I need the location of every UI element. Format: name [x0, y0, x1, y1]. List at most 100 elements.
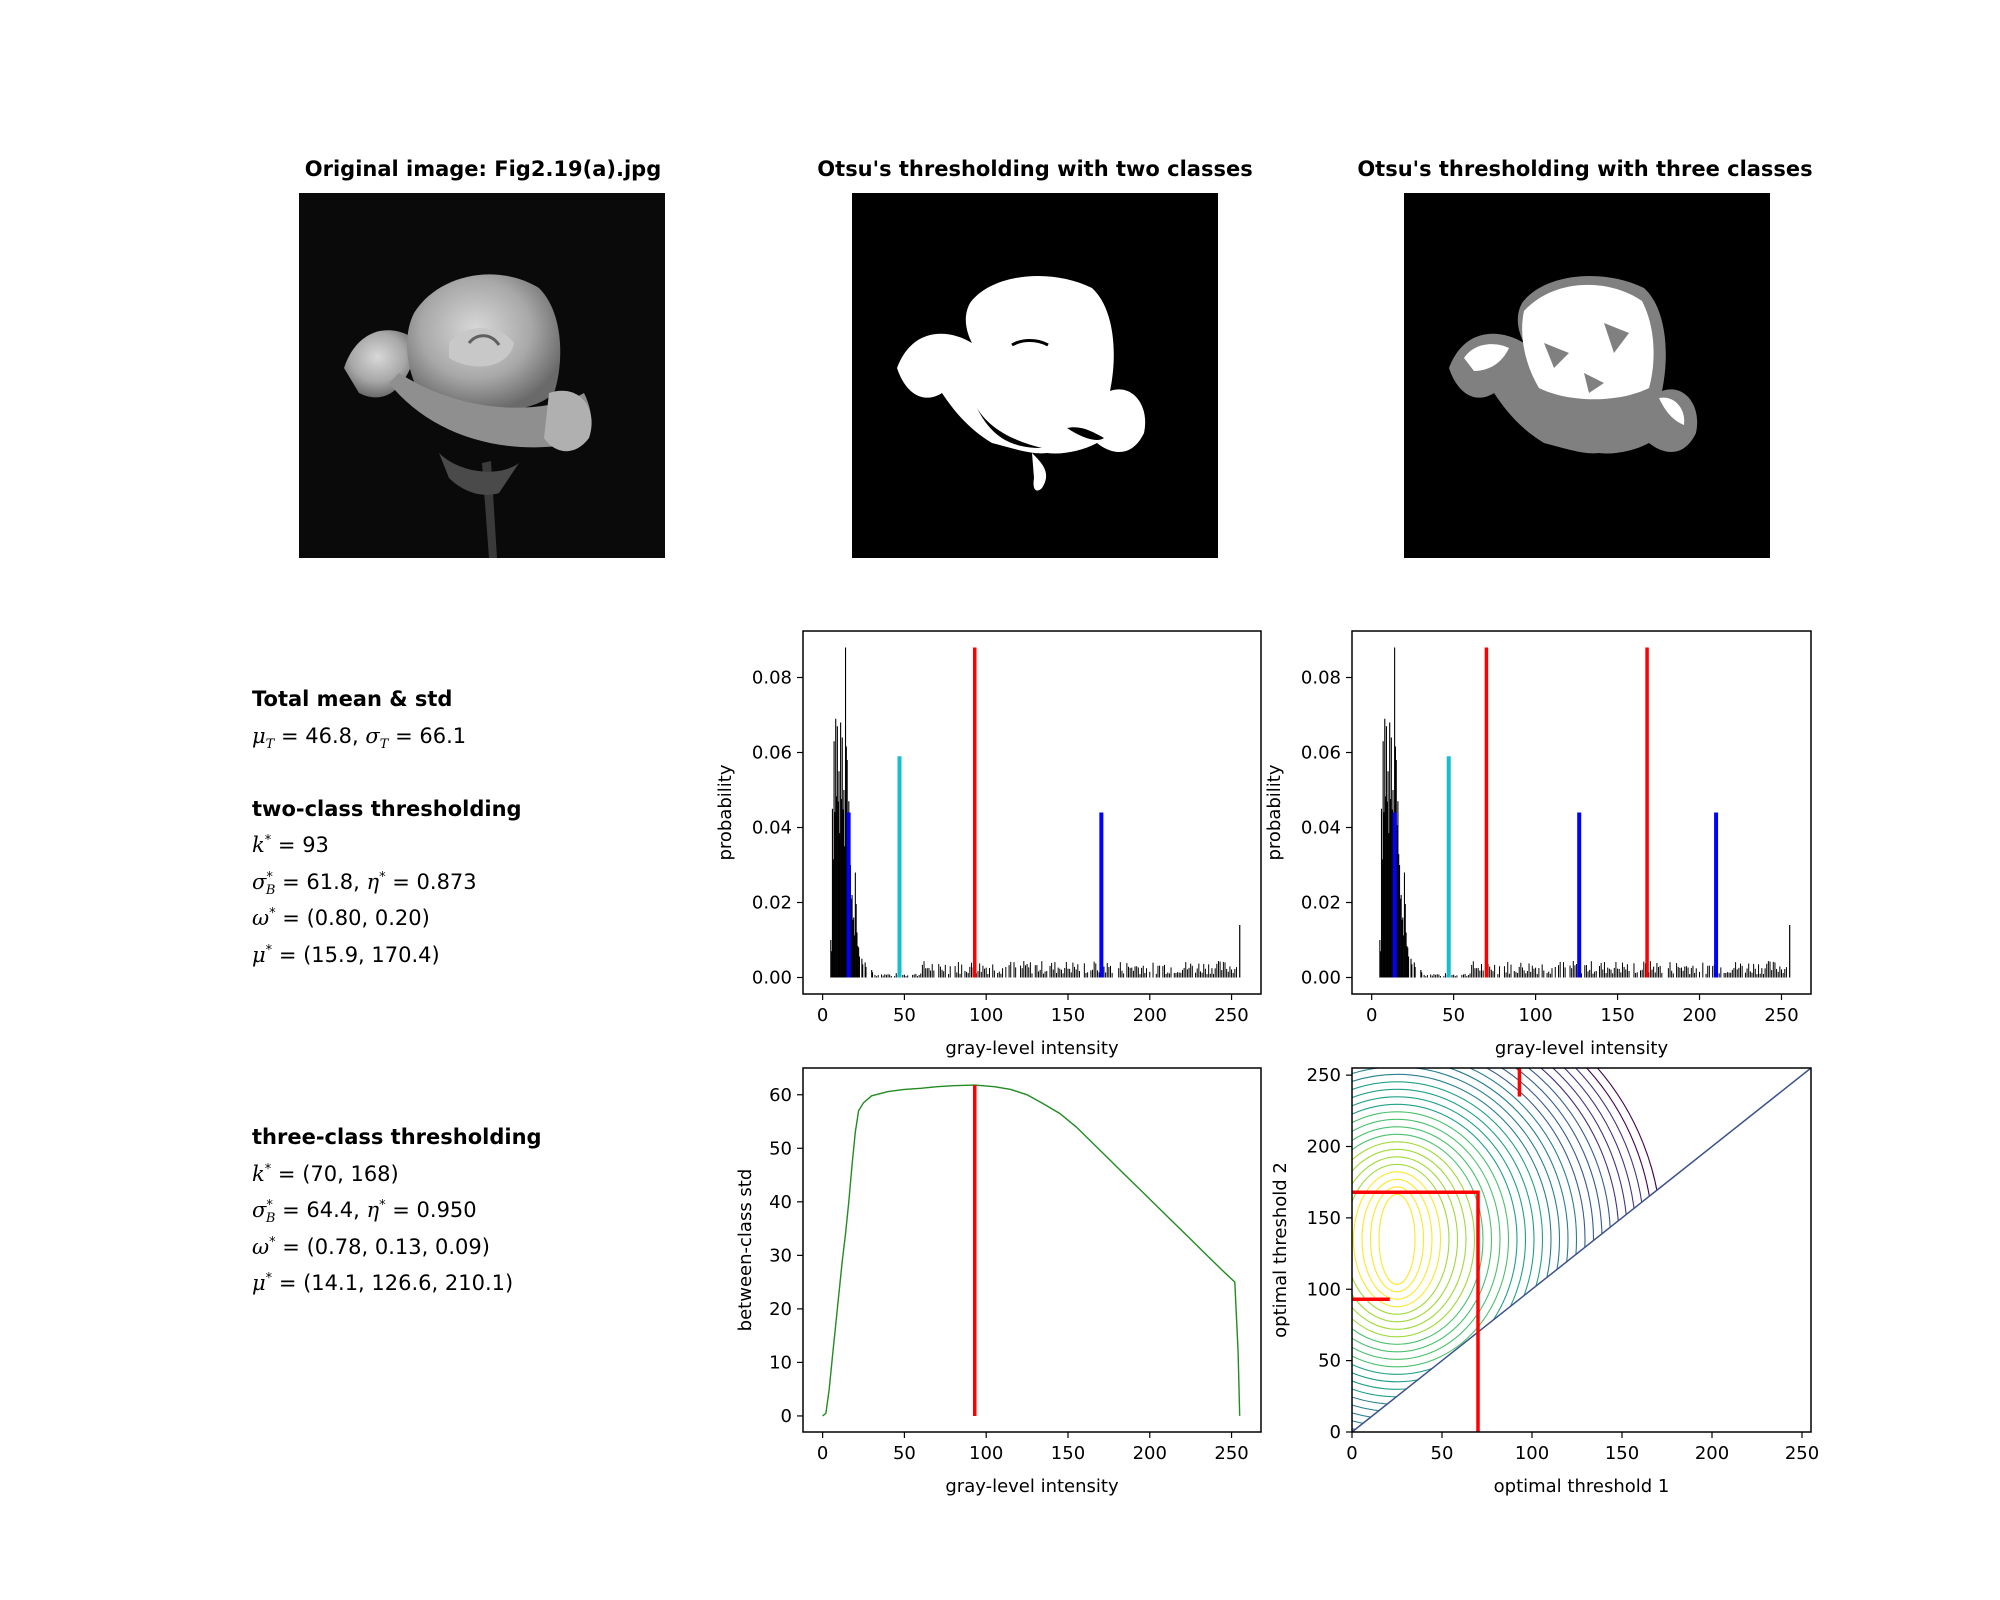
y-tick-label: 0.06 [752, 743, 792, 764]
contour-level [1378, 1193, 1416, 1285]
y-tick-label: 0.04 [752, 818, 792, 839]
total-heading: Total mean & std [252, 687, 453, 711]
contour-level [1361, 1178, 1433, 1300]
two-class-mu: μ* = (15.9, 170.4) [252, 943, 440, 967]
contour-level [1352, 1133, 1484, 1345]
x-tick-label: 0 [1346, 1443, 1357, 1464]
y-tick-label: 40 [769, 1192, 792, 1213]
contour-level [1352, 1068, 1646, 1432]
y-tick-label: 10 [769, 1352, 792, 1373]
contour-level [1352, 1171, 1442, 1308]
two-class-k: k* = 93 [252, 833, 329, 857]
contour-level [1352, 1156, 1459, 1323]
three-class-k: k* = (70, 168) [252, 1162, 399, 1186]
contour-level [1352, 1068, 1586, 1432]
hist-three-frame [1351, 630, 1812, 995]
contour-level [1352, 1126, 1493, 1353]
between-class-frame [802, 1067, 1262, 1433]
y-tick-label: 250 [1307, 1065, 1341, 1086]
y-tick-label: 50 [769, 1138, 792, 1159]
hist-two-frame [802, 630, 1262, 995]
hist-three-bars [1379, 647, 1791, 978]
hist-two-axes: 0 50 100 150 200 250 0.00 0.02 0.04 0.06 0.08 gray-… [715, 668, 1249, 1060]
two-class-image [852, 193, 1218, 558]
y-tick-label: 60 [769, 1085, 792, 1106]
contour-level [1369, 1186, 1425, 1293]
contour-frame [1351, 1067, 1812, 1433]
three-class-eta-value: 0.950 [416, 1198, 477, 1222]
y-tick-label: 0.06 [1301, 743, 1341, 764]
two-class-omega-value: (0.80, 0.20) [306, 906, 430, 930]
x-tick-label: 50 [893, 1005, 916, 1026]
x-tick-label: 100 [969, 1443, 1003, 1464]
contour-level [1352, 1068, 1603, 1432]
two-class-heading: two-class thresholding [252, 797, 522, 821]
two-class-sigma-eta: σ*B = 61.8, η* = 0.873 [252, 870, 477, 899]
x-tick-label: 0 [817, 1443, 828, 1464]
three-class-mu: μ* = (14.1, 126.6, 210.1) [252, 1271, 514, 1295]
y-tick-label: 0.02 [1301, 893, 1341, 914]
y-tick-label: 100 [1307, 1279, 1341, 1300]
hist-three-ylabel: probability [1264, 764, 1285, 860]
three-class-image-title: Otsu's thresholding with three classes [1357, 157, 1813, 181]
x-tick-label: 150 [1605, 1443, 1639, 1464]
two-class-image-title: Otsu's thresholding with two classes [817, 157, 1253, 181]
original-image [299, 193, 665, 558]
contour-level [1352, 1111, 1510, 1368]
contour-level [1352, 1096, 1527, 1383]
contour-axes: 0 50 100 150 200 250 0 50 100 150 200 250 optimal th… [1270, 1065, 1819, 1497]
three-class-omega: ω* = (0.78, 0.13, 0.09) [252, 1235, 490, 1259]
x-tick-label: 150 [1600, 1005, 1634, 1026]
contour-level [1352, 1088, 1535, 1390]
three-class-heading: three-class thresholding [252, 1125, 542, 1149]
hist-three-axes: 0 50 100 150 200 250 0.00 0.02 0.04 0.06 0.08 gray-… [1264, 668, 1799, 1060]
three-class-k-value: (70, 168) [302, 1162, 399, 1186]
y-tick-label: 0.00 [1301, 968, 1341, 989]
hist-three-xlabel: gray-level intensity [1495, 1038, 1669, 1059]
y-tick-label: 0.02 [752, 893, 792, 914]
three-class-sigma-value: 64.4 [306, 1198, 354, 1222]
y-tick-label: 0 [1330, 1422, 1341, 1443]
hist-two-ylabel: probability [715, 764, 736, 860]
between-class-line [822, 1084, 1241, 1417]
x-tick-label: 150 [1051, 1443, 1085, 1464]
y-tick-label: 30 [769, 1245, 792, 1266]
between-class-ylabel: between-class std [735, 1169, 756, 1332]
x-tick-label: 50 [893, 1443, 916, 1464]
contour-ylabel: optimal threshold 2 [1270, 1162, 1291, 1338]
y-tick-label: 0.08 [1301, 668, 1341, 689]
x-tick-label: 50 [1442, 1005, 1465, 1026]
x-tick-label: 250 [1764, 1005, 1798, 1026]
contour-level [1352, 1068, 1612, 1432]
contour-level [1352, 1068, 1637, 1432]
contour-level [1352, 1081, 1544, 1398]
y-tick-label: 50 [1318, 1351, 1341, 1372]
three-class-omega-value: (0.78, 0.13, 0.09) [306, 1235, 490, 1259]
contour-level [1352, 1163, 1450, 1315]
y-tick-label: 0.08 [752, 668, 792, 689]
two-class-eta-value: 0.873 [416, 870, 477, 894]
original-image-title: Original image: Fig2.19(a).jpg [304, 157, 662, 181]
x-tick-label: 200 [1695, 1443, 1729, 1464]
y-tick-label: 0.04 [1301, 818, 1341, 839]
three-class-image [1404, 193, 1770, 558]
x-tick-label: 50 [1431, 1443, 1454, 1464]
contour-xlabel: optimal threshold 1 [1494, 1476, 1670, 1497]
two-class-k-value: 93 [302, 833, 329, 857]
x-tick-label: 0 [1366, 1005, 1377, 1026]
x-tick-label: 200 [1133, 1005, 1167, 1026]
contour-level [1352, 1148, 1467, 1330]
contour-level [1352, 1068, 1629, 1432]
x-tick-label: 200 [1682, 1005, 1716, 1026]
three-class-sigma-eta: σ*B = 64.4, η* = 0.950 [252, 1198, 477, 1227]
three-class-mu-value: (14.1, 126.6, 210.1) [303, 1271, 514, 1295]
x-tick-label: 0 [817, 1005, 828, 1026]
two-class-sigma-value: 61.8 [306, 870, 354, 894]
contour-level [1352, 1068, 1595, 1432]
between-class-xlabel: gray-level intensity [945, 1476, 1119, 1497]
two-class-omega: ω* = (0.80, 0.20) [252, 906, 430, 930]
total-mean-std: μT = 46.8, σT = 66.1 [252, 724, 467, 753]
x-tick-label: 250 [1214, 1005, 1248, 1026]
contour-level [1352, 1118, 1501, 1360]
